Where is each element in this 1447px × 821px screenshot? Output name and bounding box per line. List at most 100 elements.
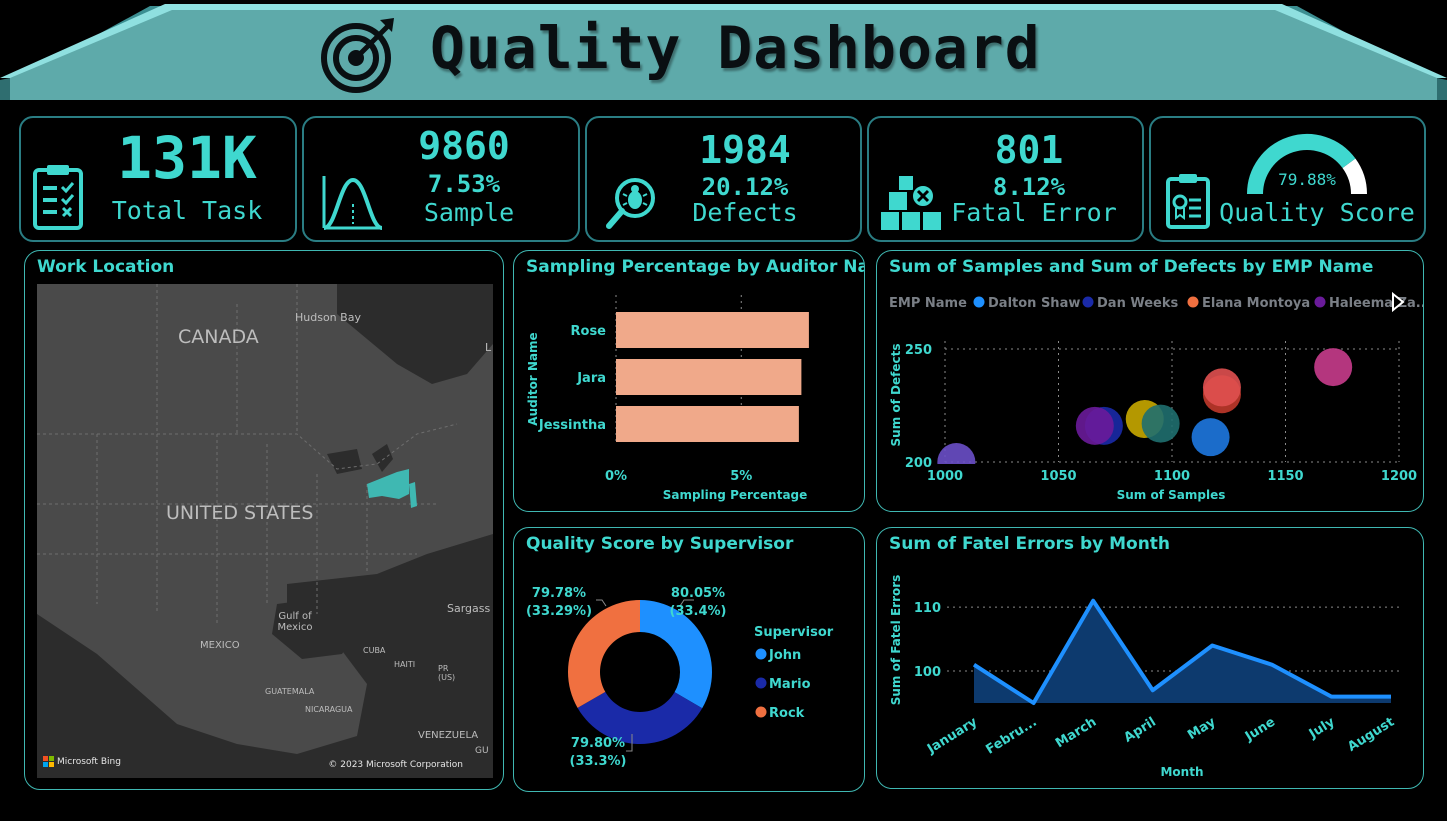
quality-score-label: Quality Score xyxy=(1219,198,1415,227)
sample-pct: 7.53% xyxy=(427,170,501,198)
scatter-point[interactable] xyxy=(1141,404,1180,443)
map-label-haiti: HAITI xyxy=(394,660,416,669)
map-label-canada: CANADA xyxy=(178,326,259,348)
clipboard-checklist-icon xyxy=(33,165,83,230)
fatal-errors-area-chart: 100 110 January Febru... March April May June Ju… xyxy=(889,575,1402,779)
y-tick-label: 200 xyxy=(905,456,932,471)
gauge-track xyxy=(1342,158,1367,195)
donut-slice-mario[interactable] xyxy=(577,691,703,744)
x-tick-label: May xyxy=(1185,714,1219,743)
legend-item[interactable]: Dan Weeks xyxy=(1097,296,1178,311)
y-axis-title: Sum of Defects xyxy=(889,344,903,447)
map-view[interactable]: CANADA Hudson Bay L UNITED STATES Gulf o… xyxy=(37,284,493,778)
sampling-bar-chart: 0% 5% Rose Jara Jessintha Sampling Percentage… xyxy=(526,295,809,502)
legend-item[interactable]: Haleema Za... xyxy=(1329,296,1424,311)
slice-share-label: (33.29%) xyxy=(526,604,592,619)
x-tick-label: 1100 xyxy=(1154,469,1190,484)
bar-rose[interactable] xyxy=(616,312,809,348)
x-tick-label: Febru... xyxy=(983,715,1039,758)
legend-item[interactable]: Elana Montoya xyxy=(1202,296,1310,311)
sampling-chart-title: Sampling Percentage by Auditor Name xyxy=(526,257,865,277)
x-tick-label: 1150 xyxy=(1267,469,1303,484)
bell-curve-icon xyxy=(322,176,383,230)
y-tick-label: Jessintha xyxy=(538,418,606,433)
map-label-hudson: Hudson Bay xyxy=(295,311,361,324)
map-label-l: L xyxy=(485,341,492,354)
sampling-panel: Sampling Percentage by Auditor Name 0% 5%… xyxy=(513,250,865,512)
samples-defects-scatter-chart: EMP Name Dalton Shaw Dan Weeks Elana Montoy… xyxy=(889,291,1424,502)
legend-item[interactable]: Mario xyxy=(769,677,811,692)
bing-logo: Microsoft Bing xyxy=(43,756,121,767)
map-label-mexico: MEXICO xyxy=(200,640,240,651)
y-tick-label: Rose xyxy=(571,324,607,339)
y-axis-title: Sum of Fatel Errors xyxy=(889,575,903,706)
legend-marker xyxy=(1187,296,1199,308)
y-axis-title: Auditor Name xyxy=(526,332,540,425)
y-tick-label: Jara xyxy=(576,371,606,386)
slice-share-label: (33.3%) xyxy=(570,754,627,769)
x-tick-label: January xyxy=(924,714,981,757)
bug-magnifier-icon xyxy=(606,178,655,229)
legend-item[interactable]: Dalton Shaw xyxy=(988,296,1080,311)
scatter-point[interactable] xyxy=(937,443,976,481)
legend-item[interactable]: John xyxy=(768,648,801,663)
sample-value: 9860 xyxy=(418,124,510,168)
bar-jessintha[interactable] xyxy=(616,406,799,442)
map-label-us: UNITED STATES xyxy=(166,502,314,524)
x-tick-label: 5% xyxy=(730,469,752,484)
slice-leader-line xyxy=(596,599,607,607)
fatal-error-label: Fatal Error xyxy=(951,198,1117,227)
x-tick-label: June xyxy=(1242,715,1278,745)
donut-slice-john[interactable] xyxy=(640,600,712,709)
total-task-value: 131K xyxy=(117,124,257,192)
fatal-error-value: 801 xyxy=(994,128,1064,172)
slice-share-label: (33.4%) xyxy=(670,604,727,619)
x-axis-title: Sampling Percentage xyxy=(663,488,808,502)
map-landmass xyxy=(37,284,493,778)
gauge-fill xyxy=(1247,134,1356,195)
scatter-point[interactable] xyxy=(1314,348,1353,387)
map-label-sargasso: Sargass xyxy=(447,602,491,615)
legend-marker xyxy=(1314,296,1326,308)
legend-next-icon[interactable] xyxy=(1392,291,1405,313)
donut-slice-rock[interactable] xyxy=(568,600,640,708)
scatter-chart-title: Sum of Samples and Sum of Defects by EMP… xyxy=(889,257,1374,277)
bing-label: Microsoft Bing xyxy=(57,756,121,767)
kpi-total-task-card: 131K Total Task xyxy=(19,116,297,242)
x-axis-title: Sum of Samples xyxy=(1117,488,1226,502)
work-location-title: Work Location xyxy=(37,257,175,277)
sample-label: Sample xyxy=(423,198,515,227)
x-tick-label: 1000 xyxy=(927,469,963,484)
legend-marker xyxy=(755,648,767,660)
legend-title: EMP Name xyxy=(889,296,967,311)
fatal-errors-panel: Sum of Fatel Errors by Month 100 110 Janua… xyxy=(876,527,1424,789)
map-copyright[interactable]: © 2023 Microsoft Corporation xyxy=(328,760,463,770)
kpi-quality-score-card: 79.88% Quality Score xyxy=(1149,116,1426,242)
slice-value-label: 80.05% xyxy=(671,586,725,601)
quality-supervisor-donut-chart: 80.05% (33.4%) 79.80% (33.3%) 79.78% (33.29%)… xyxy=(526,586,834,769)
area-fill xyxy=(974,600,1391,703)
slice-leader-line xyxy=(679,599,694,607)
scatter-point[interactable] xyxy=(1191,418,1230,457)
x-tick-label: 1050 xyxy=(1040,469,1076,484)
bar-jara[interactable] xyxy=(616,359,802,395)
microsoft-logo-icon xyxy=(43,756,54,767)
scatter-point[interactable] xyxy=(1202,368,1241,407)
area-line[interactable] xyxy=(972,598,1391,705)
legend-item[interactable]: Rock xyxy=(769,706,805,721)
slice-value-label: 79.80% xyxy=(571,736,625,751)
scatter-point[interactable] xyxy=(1075,406,1114,445)
work-location-panel: Work Location CANADA Hudson Bay L U xyxy=(24,250,504,790)
defects-label: Defects xyxy=(692,198,798,227)
x-axis-title: Month xyxy=(1160,765,1203,779)
x-tick-label: August xyxy=(1345,715,1397,755)
y-tick-label: 110 xyxy=(914,601,941,616)
defects-value: 1984 xyxy=(699,128,791,172)
boxes-error-icon xyxy=(881,176,941,230)
x-tick-label: 0% xyxy=(605,469,627,484)
quality-score-gauge xyxy=(1247,134,1367,195)
clipboard-award-icon xyxy=(1166,174,1210,229)
samples-defects-panel: Sum of Samples and Sum of Defects by EMP… xyxy=(876,250,1424,512)
quality-score-value: 79.88% xyxy=(1278,170,1336,189)
kpi-fatal-error-card: 801 8.12% Fatal Error xyxy=(867,116,1144,242)
